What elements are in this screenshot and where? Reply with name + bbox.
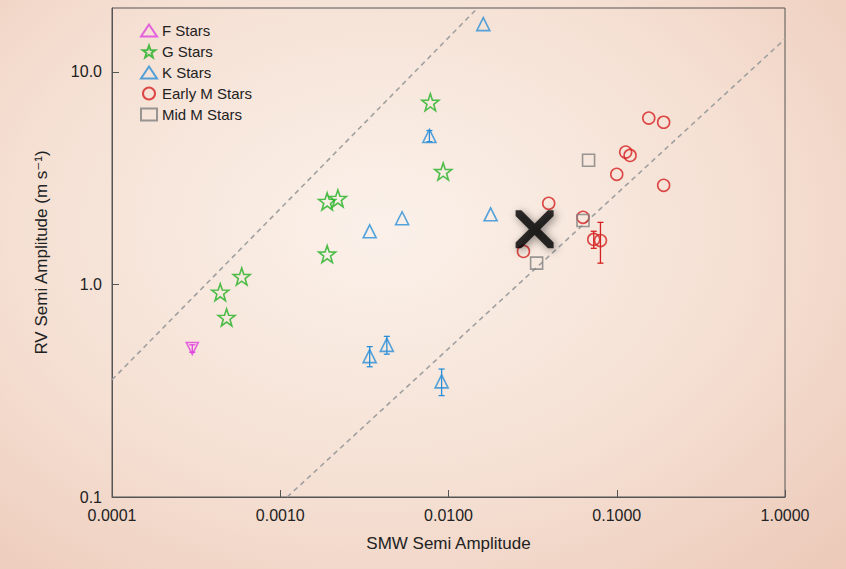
svg-text:10.0: 10.0 (71, 63, 102, 80)
svg-text:0.1: 0.1 (80, 489, 102, 506)
svg-text:K Stars: K Stars (162, 64, 211, 81)
svg-text:Mid M Stars: Mid M Stars (162, 106, 242, 123)
svg-text:1.0: 1.0 (80, 276, 102, 293)
svg-text:0.0100: 0.0100 (424, 507, 473, 524)
svg-text:F Stars: F Stars (162, 22, 210, 39)
svg-text:G Stars: G Stars (162, 43, 213, 60)
svg-text:0.0010: 0.0010 (256, 507, 305, 524)
svg-text:1.0000: 1.0000 (761, 507, 810, 524)
svg-text:Early M Stars: Early M Stars (162, 85, 252, 102)
svg-text:RV Semi Amplitude (m s⁻¹): RV Semi Amplitude (m s⁻¹) (32, 150, 51, 354)
svg-text:0.0001: 0.0001 (88, 507, 137, 524)
svg-text:0.1000: 0.1000 (592, 507, 641, 524)
svg-text:SMW Semi Amplitude: SMW Semi Amplitude (366, 534, 530, 553)
